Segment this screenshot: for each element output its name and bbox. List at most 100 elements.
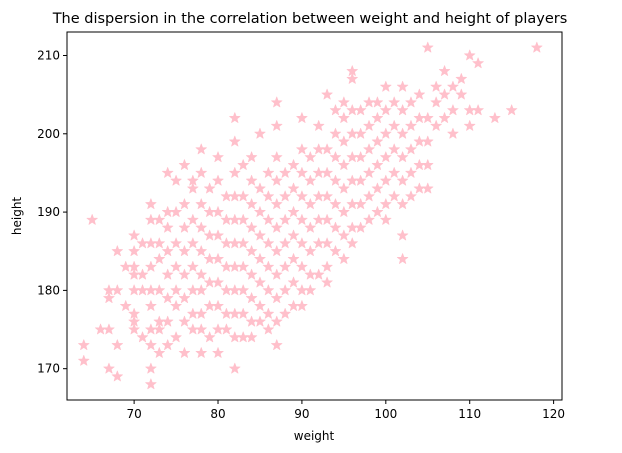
data-point [355, 104, 367, 116]
data-point [329, 221, 342, 233]
data-point [271, 221, 283, 233]
data-point [296, 237, 308, 249]
data-point [178, 268, 191, 280]
data-point [296, 284, 308, 296]
data-point [279, 167, 291, 178]
data-point [346, 198, 358, 210]
data-point [355, 198, 367, 210]
data-point [162, 245, 174, 257]
data-point [120, 300, 132, 311]
data-point [237, 190, 249, 202]
data-point [229, 214, 241, 225]
data-point [187, 284, 199, 296]
data-point [396, 127, 409, 139]
chart-title: The dispersion in the correlation betwee… [52, 11, 568, 27]
data-point [162, 206, 174, 217]
data-point [204, 206, 216, 217]
data-point [187, 323, 199, 335]
data-point [413, 112, 425, 123]
data-point [103, 292, 115, 304]
data-point [363, 167, 375, 178]
data-point [145, 260, 157, 272]
data-point [304, 221, 316, 233]
data-point [170, 206, 182, 217]
data-point [405, 143, 417, 155]
data-point [178, 198, 191, 210]
data-point [346, 65, 358, 76]
data-point [422, 135, 434, 147]
data-point [363, 120, 375, 131]
data-point [229, 135, 241, 147]
data-points [78, 41, 543, 390]
data-point [262, 190, 274, 202]
data-point [296, 143, 308, 155]
x-tick-label: 90 [294, 407, 309, 421]
data-point [346, 151, 358, 163]
data-point [338, 206, 350, 217]
data-point [212, 323, 224, 335]
data-point [229, 190, 241, 202]
data-point [371, 135, 384, 147]
data-point [388, 96, 400, 108]
data-point [346, 174, 358, 186]
data-point [145, 284, 157, 296]
data-point [245, 292, 258, 304]
data-point [212, 276, 224, 288]
data-point [329, 174, 342, 186]
data-point [162, 292, 174, 304]
data-point [86, 214, 98, 225]
data-point [204, 182, 216, 194]
data-point [195, 245, 207, 257]
data-point [287, 206, 300, 217]
data-point [396, 151, 409, 163]
data-point [204, 253, 216, 264]
data-point [363, 143, 375, 155]
data-point [170, 331, 182, 343]
data-point [271, 198, 283, 210]
data-point [229, 307, 241, 319]
data-point [204, 276, 216, 288]
data-point [396, 253, 409, 264]
data-point [178, 347, 191, 358]
data-point [195, 268, 207, 280]
data-point [346, 104, 358, 116]
data-point [380, 214, 392, 225]
x-axis-label: weight [294, 429, 335, 443]
data-point [128, 268, 140, 280]
data-point [355, 151, 367, 163]
data-point [296, 214, 308, 225]
data-point [506, 104, 518, 116]
data-point [220, 260, 233, 272]
data-point [254, 127, 266, 139]
data-point [220, 307, 233, 319]
data-point [162, 268, 174, 280]
x-axis-ticks: 70 80 90 100 110 120 [126, 400, 565, 421]
data-point [178, 245, 191, 257]
data-point [472, 57, 484, 69]
data-point [271, 292, 283, 304]
data-point [237, 284, 249, 296]
data-point [380, 127, 392, 139]
data-point [111, 284, 123, 296]
data-point [296, 167, 308, 178]
data-point [296, 190, 308, 202]
data-point [388, 190, 400, 202]
data-point [237, 307, 249, 319]
data-point [262, 167, 274, 178]
data-point [279, 260, 291, 272]
data-point [245, 331, 258, 343]
data-point [287, 276, 300, 288]
data-point [396, 174, 409, 186]
data-point [338, 253, 350, 264]
data-point [338, 112, 350, 123]
data-point [178, 221, 191, 233]
data-point [254, 206, 266, 217]
data-point [136, 268, 149, 280]
data-point [271, 120, 283, 131]
data-point [145, 323, 157, 335]
y-tick-label: 180 [37, 283, 60, 297]
data-point [363, 190, 375, 202]
data-point [178, 159, 191, 170]
data-point [321, 88, 333, 100]
